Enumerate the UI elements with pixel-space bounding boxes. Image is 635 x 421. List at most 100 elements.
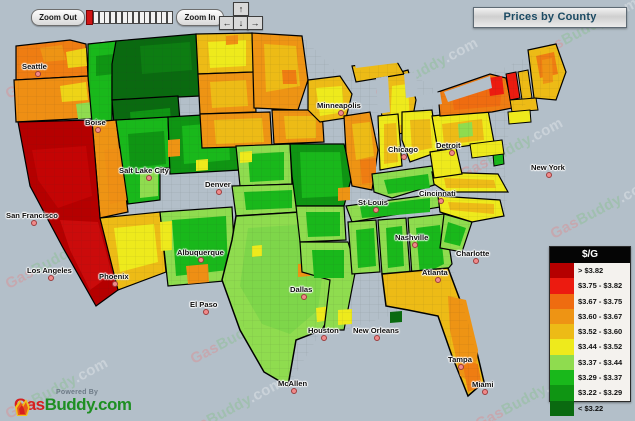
- city-label: St Louis: [358, 198, 388, 207]
- city-marker-dot: [301, 294, 308, 300]
- zoom-slider-tick: [115, 11, 122, 24]
- legend-swatch: [550, 354, 574, 371]
- flame-icon: [15, 399, 30, 416]
- zoom-slider-tick: [132, 11, 139, 24]
- city-label: Houston: [308, 326, 339, 335]
- city-label: Dallas: [290, 285, 313, 294]
- pan-down-icon: ↓: [238, 17, 244, 28]
- city-marker-dot: [449, 150, 456, 156]
- city-label: San Francisco: [6, 211, 58, 220]
- legend-label: $3.22 - $3.29: [578, 388, 623, 398]
- city-marker-dot: [457, 364, 464, 370]
- legend-label: $3.60 - $3.67: [578, 311, 623, 321]
- city-marker-dot: [112, 281, 119, 287]
- zoom-slider-tick: [93, 11, 99, 24]
- zoom-slider-tick: [121, 11, 128, 24]
- zoom-slider-tick: [127, 11, 134, 24]
- zoom-slider-tick: [138, 11, 145, 24]
- city-label: New York: [531, 163, 565, 172]
- pan-left-icon: ←: [222, 17, 232, 28]
- city-label: Cincinnati: [419, 189, 456, 198]
- legend-swatch: [550, 293, 574, 309]
- legend-title: $/G: [550, 247, 630, 263]
- legend-label: > $3.82: [578, 266, 604, 275]
- great-lakes: [352, 50, 492, 114]
- pan-right-button[interactable]: →: [247, 16, 263, 30]
- legend-row: $3.29 - $3.37: [550, 370, 630, 386]
- county-boundaries-texture: [16, 33, 566, 396]
- page-title: Prices by County: [473, 7, 627, 28]
- legend-swatch: [550, 278, 574, 294]
- zoom-slider-handle[interactable]: [86, 10, 93, 25]
- brand-buddy: Buddy.com: [44, 395, 132, 414]
- legend-swatch: [550, 324, 574, 340]
- legend-label: $3.52 - $3.60: [578, 327, 623, 337]
- city-marker-dot: [203, 309, 210, 315]
- legend-swatch: [550, 263, 574, 279]
- price-legend: $/G > $3.82 $3.75 - $3.82 $3.67 - $3.75 $3.…: [549, 246, 631, 416]
- legend-swatch: [550, 370, 574, 386]
- city-label: Denver: [205, 180, 231, 189]
- legend-row: $3.22 - $3.29: [550, 385, 630, 401]
- city-label: Detroit: [436, 141, 461, 150]
- city-marker-dot: [145, 175, 152, 181]
- city-marker-dot: [321, 335, 328, 341]
- city-label: Los Angeles: [27, 266, 72, 275]
- city-label: Atlanta: [422, 268, 448, 277]
- legend-row: $3.75 - $3.82: [550, 278, 630, 294]
- legend-label: $3.75 - $3.82: [578, 281, 623, 291]
- city-label: Phoenix: [99, 272, 129, 281]
- powered-by-label: Powered By: [56, 389, 99, 396]
- zoom-slider-tick: [161, 11, 168, 24]
- zoom-slider-tick: [144, 11, 151, 24]
- city-marker-dot: [438, 198, 444, 204]
- legend-label: $3.29 - $3.37: [578, 373, 623, 383]
- legend-row: $3.37 - $3.44: [550, 354, 630, 371]
- city-label: Charlotte: [456, 249, 490, 258]
- city-label: Minneapolis: [317, 101, 361, 110]
- city-marker-dot: [197, 257, 204, 263]
- legend-label: $3.67 - $3.75: [578, 296, 623, 306]
- city-marker-dot: [412, 242, 419, 248]
- zoom-slider[interactable]: [86, 10, 174, 25]
- city-marker-dot: [435, 277, 442, 283]
- zoom-slider-tick: [104, 11, 111, 24]
- pan-right-icon: →: [250, 17, 260, 28]
- city-marker-dot: [47, 275, 54, 281]
- city-marker-dot: [35, 71, 42, 77]
- legend-row: $3.52 - $3.60: [550, 324, 630, 340]
- zoom-slider-tick: [98, 11, 105, 24]
- legend-row: $3.67 - $3.75: [550, 293, 630, 309]
- city-marker-dot: [546, 172, 553, 178]
- map-toolbar: Zoom Out Zoom In ↑ ← ↓ →: [0, 0, 635, 30]
- zoom-slider-tick: [150, 11, 156, 24]
- legend-row: $3.44 - $3.52: [550, 339, 630, 355]
- legend-label: $3.44 - $3.52: [578, 342, 623, 352]
- zoom-slider-tick: [155, 11, 162, 24]
- gasbuddy-wordmark: GasBuddy.com: [14, 395, 132, 415]
- legend-row: > $3.82: [550, 263, 630, 279]
- legend-rows: > $3.82 $3.75 - $3.82 $3.67 - $3.75 $3.60 -…: [550, 263, 630, 416]
- city-label: Albuquerque: [177, 248, 224, 257]
- city-label: Miami: [472, 380, 494, 389]
- city-marker-dot: [216, 189, 223, 195]
- city-label: Boise: [85, 118, 106, 127]
- city-marker-dot: [373, 335, 380, 341]
- zoom-out-button[interactable]: Zoom Out: [31, 9, 85, 26]
- legend-swatch: [550, 400, 574, 416]
- city-marker-dot: [291, 388, 298, 394]
- pan-up-icon: ↑: [238, 3, 244, 14]
- city-marker-dot: [473, 258, 480, 264]
- city-marker-dot: [373, 207, 380, 213]
- city-marker-dot: [94, 127, 101, 133]
- legend-swatch: [550, 385, 574, 401]
- legend-label: $3.37 - $3.44: [578, 357, 623, 367]
- zoom-slider-tick: [110, 11, 117, 24]
- city-label: Salt Lake City: [119, 166, 169, 175]
- legend-swatch: [550, 308, 574, 325]
- zoom-in-button[interactable]: Zoom In: [176, 9, 224, 26]
- pan-up-button[interactable]: ↑: [233, 2, 249, 16]
- city-marker-dot: [401, 154, 408, 160]
- gasbuddy-logo[interactable]: Powered By GasBuddy.com: [14, 389, 132, 416]
